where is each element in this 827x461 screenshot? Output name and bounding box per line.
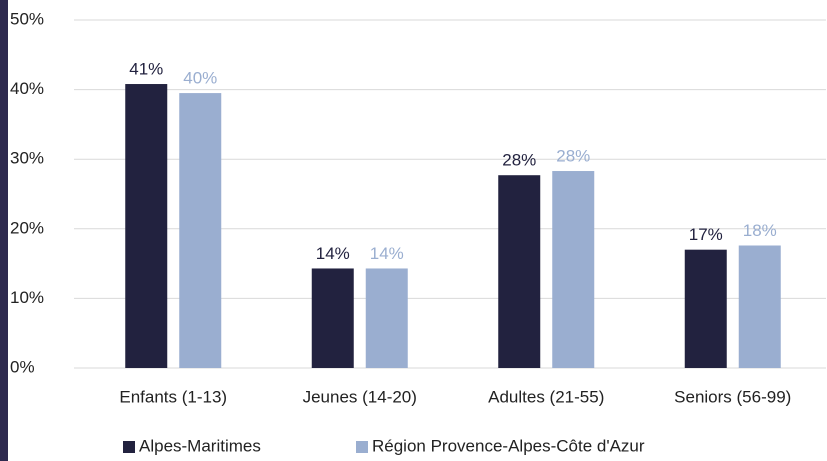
value-label: 28% (556, 147, 590, 166)
value-label: 17% (689, 225, 723, 244)
x-tick-label: Jeunes (14-20) (303, 387, 417, 406)
y-tick-label: 40% (10, 79, 44, 98)
bar (365, 268, 408, 368)
y-tick-label: 20% (10, 218, 44, 237)
x-tick-label: Seniors (56-99) (674, 387, 791, 406)
value-label: 41% (129, 60, 163, 79)
side-strip (0, 0, 8, 461)
bar (311, 268, 354, 368)
legend-swatch (356, 441, 368, 453)
bar (125, 84, 168, 369)
y-tick-label: 0% (10, 357, 35, 376)
value-label: 14% (370, 244, 404, 263)
value-label: 14% (316, 244, 350, 263)
bar (498, 175, 541, 368)
bar (552, 171, 595, 368)
y-tick-label: 50% (10, 9, 44, 28)
y-tick-label: 10% (10, 288, 44, 307)
x-tick-label: Adultes (21-55) (488, 387, 604, 406)
value-label: 18% (743, 221, 777, 240)
legend-swatch (123, 441, 135, 453)
legend-label: Alpes-Maritimes (139, 436, 261, 455)
legend-label: Région Provence-Alpes-Côte d'Azur (372, 436, 645, 455)
x-tick-label: Enfants (1-13) (119, 387, 227, 406)
value-label: 28% (502, 151, 536, 170)
bar (738, 245, 781, 368)
value-label: 40% (183, 69, 217, 88)
y-tick-label: 30% (10, 149, 44, 168)
bar (684, 249, 727, 368)
bar (179, 93, 222, 368)
